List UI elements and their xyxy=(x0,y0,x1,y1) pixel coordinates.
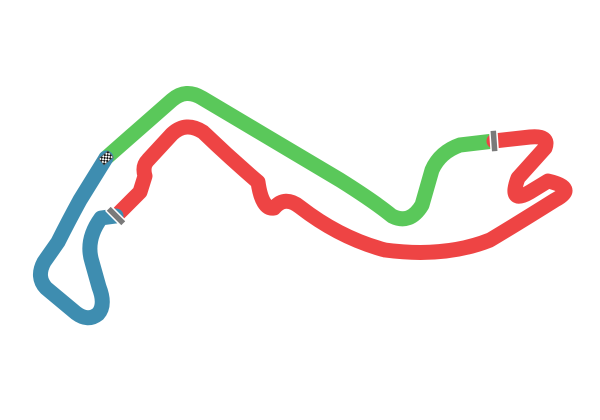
sector-2-path xyxy=(108,119,573,260)
sector-3-path xyxy=(33,150,124,326)
checkered-flag-icon xyxy=(98,150,114,166)
sector-2-3-marker-icon xyxy=(105,205,127,227)
sector-1-2-marker-icon xyxy=(489,129,499,153)
sector-1-path xyxy=(98,86,502,227)
